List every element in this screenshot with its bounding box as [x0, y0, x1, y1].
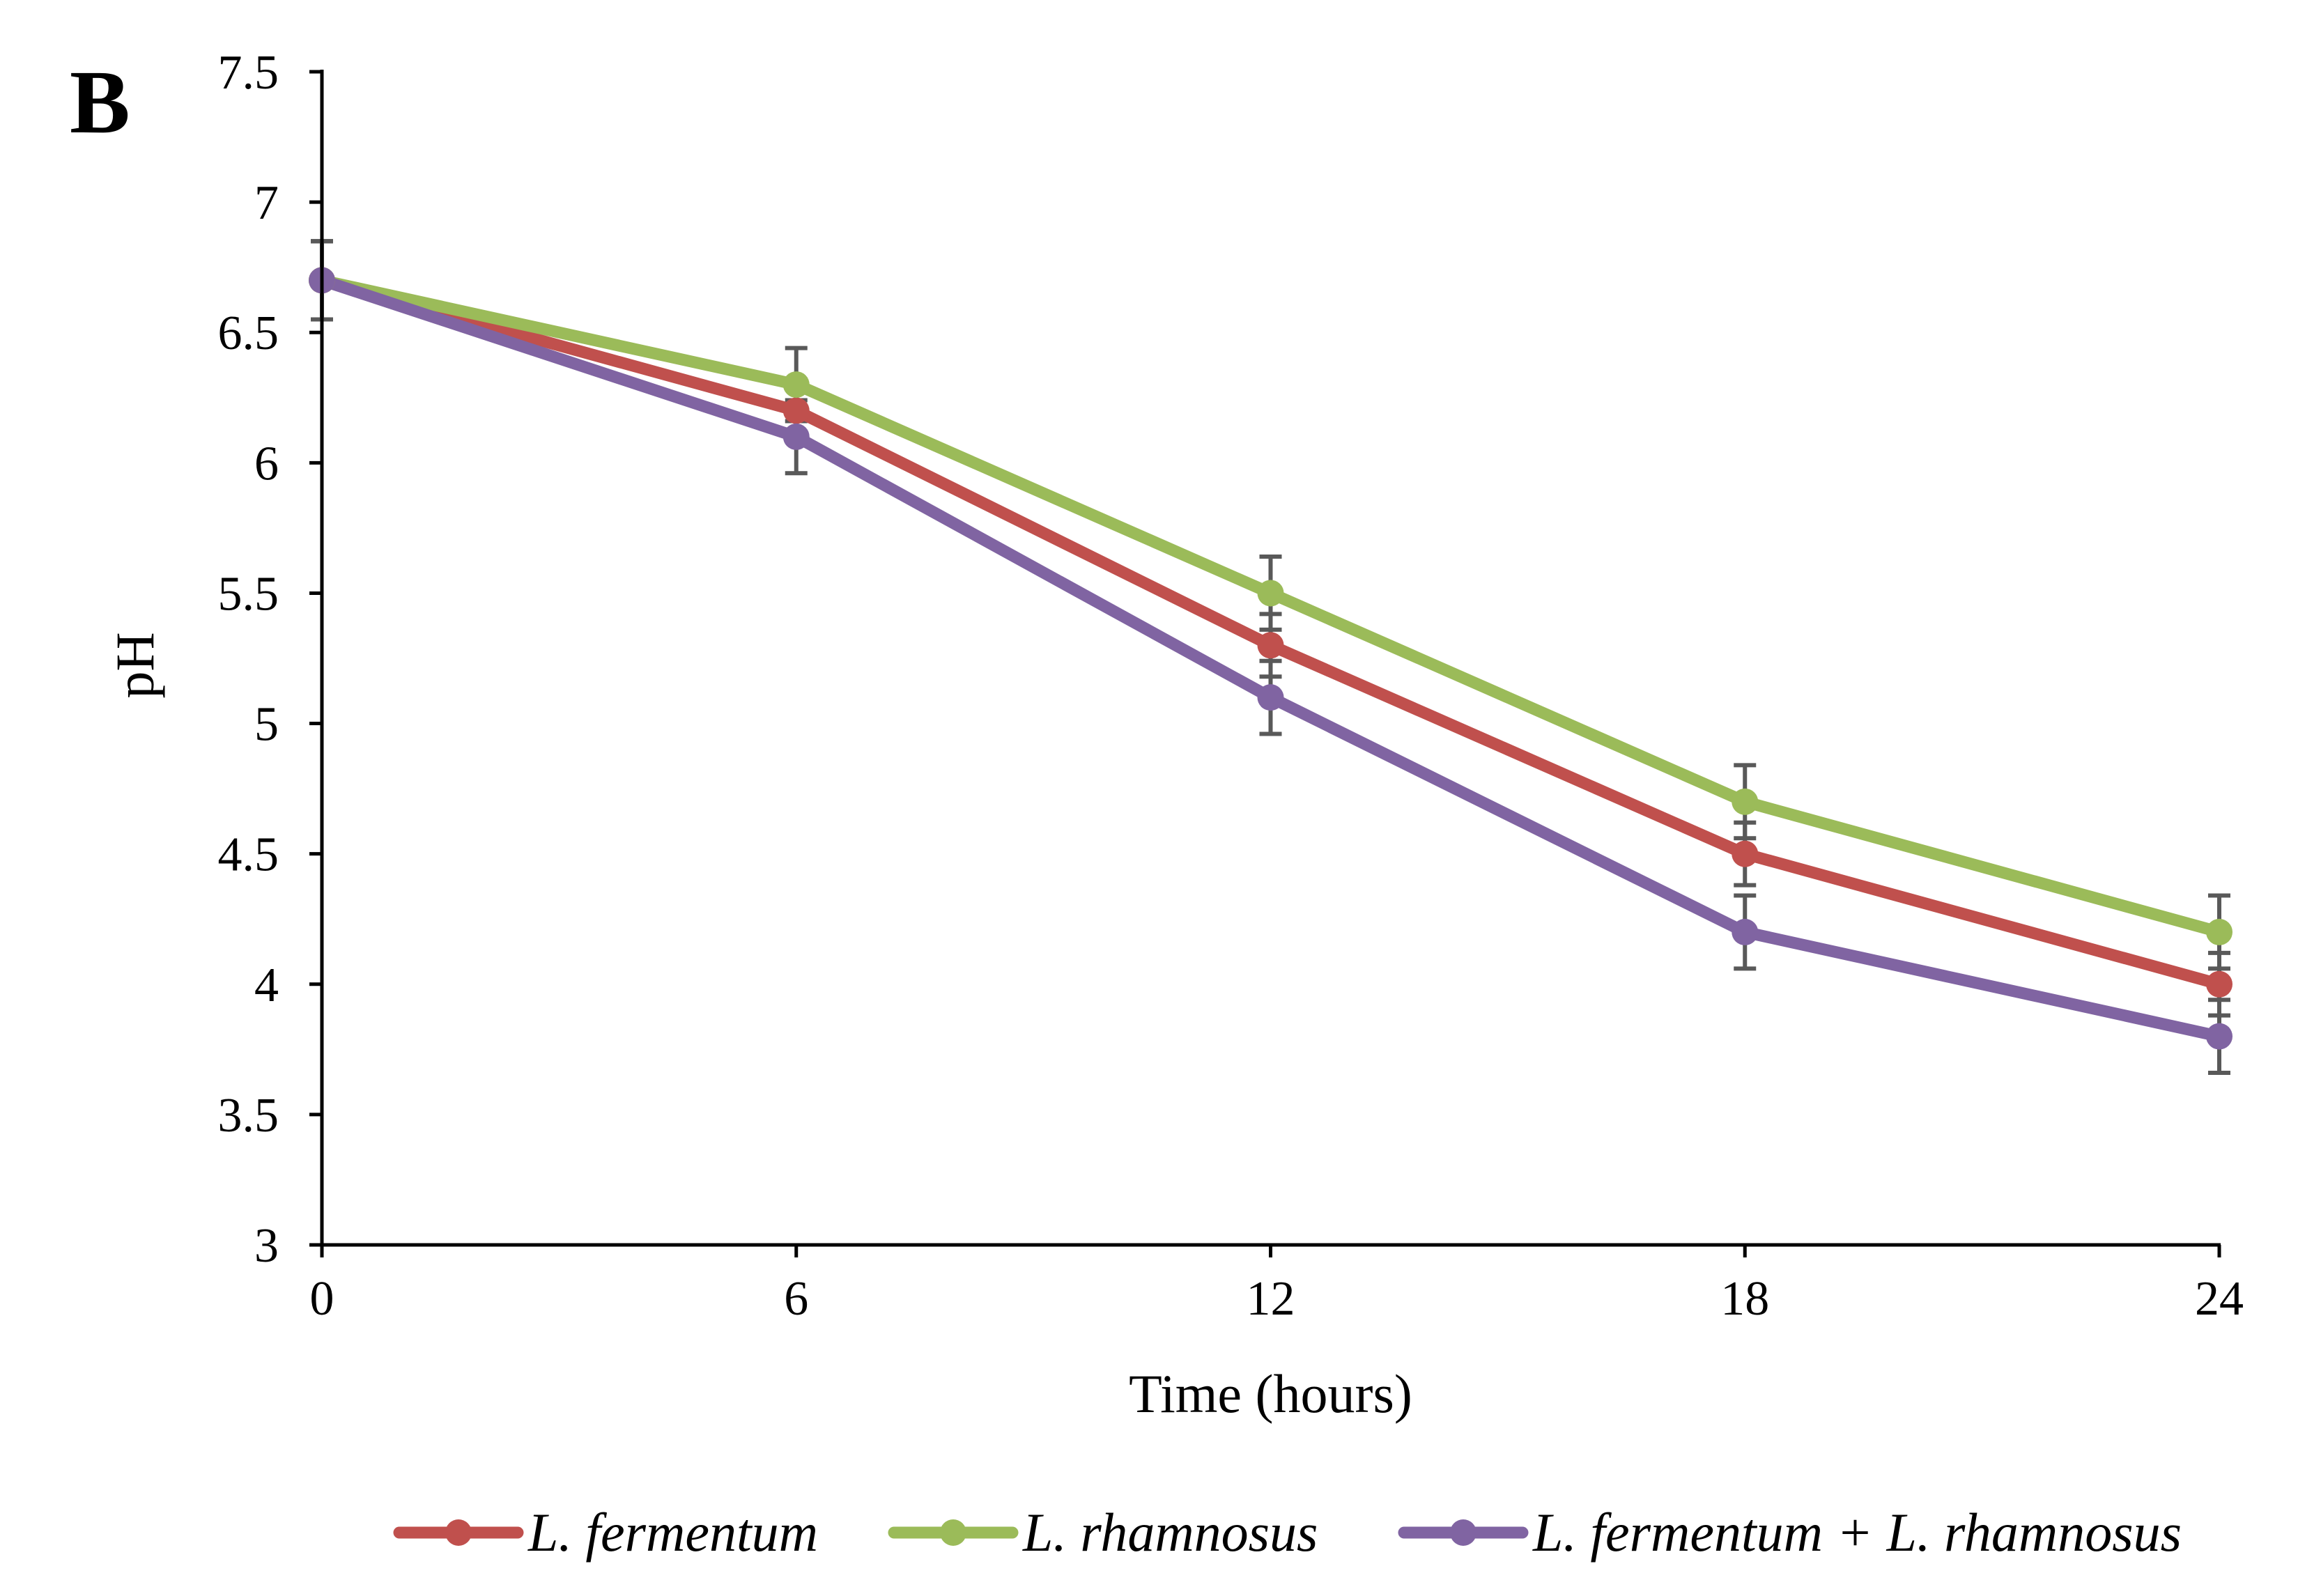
y-tick-label: 5	[254, 698, 279, 752]
x-axis-ticks: 0 6 12 18 24	[310, 1245, 2244, 1326]
data-point	[1257, 580, 1284, 607]
y-axis-ticks: 3 3.5 4 4.5 5 5.5 6 6.5 7 7.5	[218, 46, 322, 1273]
legend-item: L. fermentum + L. rhamnosus	[1398, 1502, 2182, 1563]
x-tick-label: 0	[310, 1272, 334, 1326]
panel-label: B	[70, 52, 130, 153]
data-point	[2206, 1023, 2233, 1050]
y-tick-label: 5.5	[218, 567, 279, 621]
y-tick-label: 7	[254, 176, 279, 230]
legend-label: L. fermentum	[527, 1502, 818, 1563]
x-tick-label: 18	[1720, 1272, 1769, 1326]
data-point	[1732, 918, 1759, 945]
data-point	[1732, 840, 1759, 867]
legend-item: L. fermentum	[393, 1502, 818, 1563]
y-tick-label: 4.5	[218, 828, 279, 882]
data-point	[2206, 970, 2233, 998]
data-point	[1732, 788, 1759, 815]
data-point	[782, 397, 810, 424]
x-tick-label: 12	[1247, 1272, 1295, 1326]
legend: L. fermentum L. rhamnosus L. fermentum + L…	[393, 1502, 2182, 1563]
y-tick-label: 3.5	[218, 1089, 279, 1142]
x-tick-label: 24	[2195, 1272, 2244, 1326]
legend-label: L. fermentum + L. rhamnosus	[1532, 1502, 2182, 1563]
legend-swatch-marker	[445, 1519, 472, 1546]
y-axis-title: pH	[105, 632, 165, 698]
data-point	[1257, 632, 1284, 659]
legend-swatch-marker	[1450, 1519, 1476, 1546]
y-tick-label: 4	[254, 959, 279, 1012]
y-tick-label: 7.5	[218, 46, 279, 100]
data-point	[782, 423, 810, 450]
data-point	[782, 371, 810, 398]
y-tick-label: 6.5	[218, 307, 279, 360]
y-tick-label: 6	[254, 437, 279, 490]
legend-item: L. rhamnosus	[888, 1502, 1318, 1563]
legend-swatch-marker	[940, 1519, 966, 1546]
data-point	[2206, 918, 2233, 945]
x-axis-title: Time (hours)	[1129, 1363, 1412, 1424]
legend-label: L. rhamnosus	[1022, 1502, 1318, 1563]
series-markers	[309, 267, 2233, 1050]
x-tick-label: 6	[784, 1272, 808, 1326]
data-point	[1257, 684, 1284, 711]
y-tick-label: 3	[254, 1219, 279, 1273]
